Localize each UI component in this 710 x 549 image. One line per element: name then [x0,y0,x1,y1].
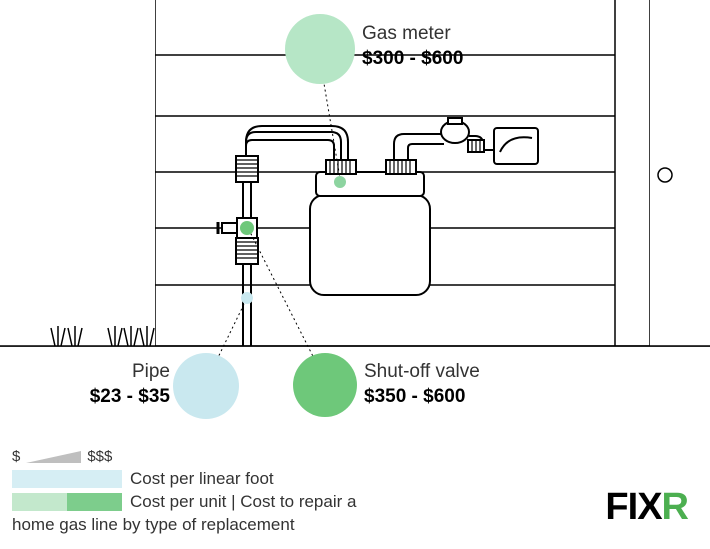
logo-text-2: R [662,486,688,528]
pipe-price: $23 - $35 [30,385,170,410]
pipe-label: Pipe $23 - $35 [30,360,170,409]
legend: $ $$$ Cost per linear foot Cost per unit… [12,448,356,535]
legend-text-3: home gas line by type of replacement [12,515,356,535]
pipe-name: Pipe [30,360,170,385]
shutoff-label: Shut-off valve $350 - $600 [364,360,480,409]
gasmeter-circle [285,14,355,84]
legend-swatch-green-light [12,493,67,511]
legend-scale: $ $$$ [12,448,356,465]
legend-row-1: Cost per linear foot [12,469,356,489]
gasmeter-price: $300 - $600 [362,47,463,72]
legend-text-2: Cost per unit | Cost to repair a [130,492,356,512]
shutoff-price: $350 - $600 [364,385,480,410]
legend-row-2: Cost per unit | Cost to repair a [12,492,356,512]
legend-swatch-blue [12,470,122,488]
scale-triangle-icon [26,451,81,463]
logo: FIXR [605,486,688,529]
gasmeter-name: Gas meter [362,22,463,47]
gasmeter-label: Gas meter $300 - $600 [362,22,463,71]
shutoff-circle [293,353,357,417]
scale-high: $$$ [87,448,112,465]
shutoff-name: Shut-off valve [364,360,480,385]
scale-low: $ [12,448,20,465]
legend-swatch-green-dark [67,493,122,511]
pipe-circle [173,353,239,419]
logo-text-1: FIX [605,486,661,528]
legend-text-1: Cost per linear foot [130,469,274,489]
